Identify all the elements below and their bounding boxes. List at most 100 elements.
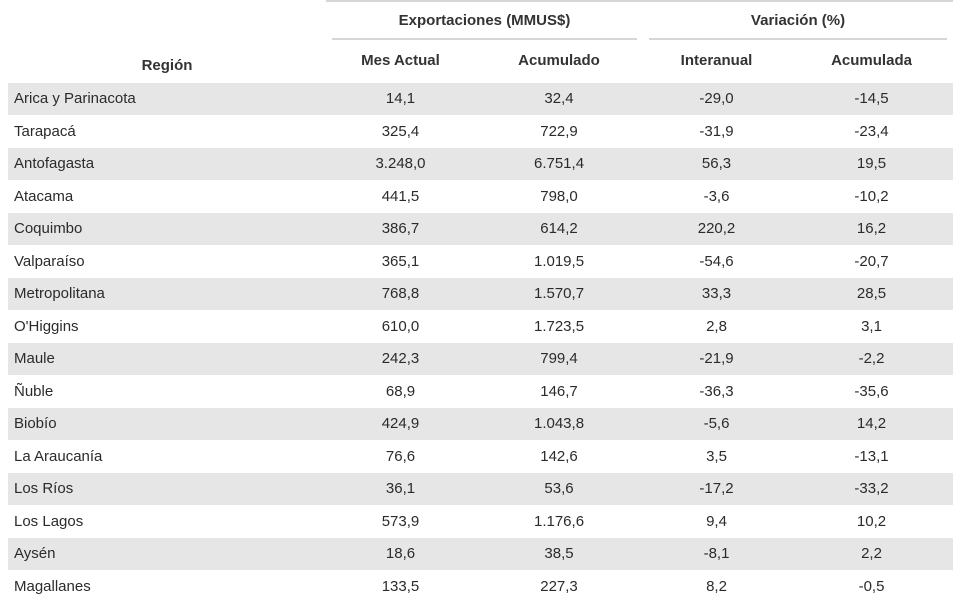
header-group-exports: Exportaciones (MMUS$)	[326, 0, 644, 40]
cell-acumulado: 722,9	[475, 115, 644, 148]
cell-acumulado: 798,0	[475, 180, 644, 213]
table-row: O'Higgins 610,0 1.723,5 2,8 3,1	[8, 310, 954, 343]
cell-region: Magallanes	[8, 570, 326, 603]
cell-mes-actual: 386,7	[326, 212, 475, 246]
cell-acumulado: 1.176,6	[475, 505, 644, 538]
table-row: Coquimbo 386,7 614,2 220,2 16,2	[8, 212, 954, 246]
cell-mes-actual: 36,1	[326, 472, 475, 506]
table-row: Metropolitana 768,8 1.570,7 33,3 28,5	[8, 277, 954, 311]
column-header-mes-actual: Mes Actual	[361, 52, 440, 69]
cell-acumulado: 6.751,4	[475, 147, 644, 181]
cell-mes-actual: 133,5	[326, 570, 475, 603]
cell-acumulado: 614,2	[475, 212, 644, 246]
cell-mes-actual: 768,8	[326, 277, 475, 311]
cell-interanual: 220,2	[643, 212, 791, 246]
cell-acumulado: 32,4	[475, 83, 644, 116]
cell-region: Aysén	[8, 537, 326, 571]
cell-acumulada: -33,2	[790, 472, 954, 506]
table-row: Maule 242,3 799,4 -21,9 -2,2	[8, 342, 954, 376]
cell-acumulada: -35,6	[790, 375, 954, 408]
cell-interanual: 2,8	[643, 310, 791, 343]
cell-region: Valparaíso	[8, 245, 326, 278]
cell-acumulado: 38,5	[475, 537, 644, 571]
cell-acumulada: 14,2	[790, 407, 954, 441]
table-body: Arica y Parinacota 14,1 32,4 -29,0 -14,5 Tara…	[8, 83, 954, 603]
cell-acumulada: 2,2	[790, 537, 954, 571]
cell-acumulado: 146,7	[475, 375, 644, 408]
cell-interanual: -8,1	[643, 537, 791, 571]
column-header-region: Región	[141, 57, 193, 74]
cell-acumulado: 1.723,5	[475, 310, 644, 343]
cell-acumulada: -13,1	[790, 440, 954, 473]
cell-acumulada: -23,4	[790, 115, 954, 148]
table-row: Atacama 441,5 798,0 -3,6 -10,2	[8, 180, 954, 213]
column-header-interanual: Interanual	[680, 52, 753, 69]
header-group-variation-label: Variación (%)	[649, 3, 948, 40]
table-row: Aysén 18,6 38,5 -8,1 2,2	[8, 537, 954, 571]
cell-interanual: 3,5	[643, 440, 791, 473]
column-header-acumulada: Acumulada	[831, 52, 912, 69]
header-group-row: Exportaciones (MMUS$) Variación (%)	[8, 0, 954, 40]
cell-acumulado: 799,4	[475, 342, 644, 376]
cell-mes-actual: 242,3	[326, 342, 475, 376]
cell-interanual: 8,2	[643, 570, 791, 603]
cell-acumulada: 3,1	[790, 310, 954, 343]
cell-mes-actual: 424,9	[326, 407, 475, 441]
header-group-variation: Variación (%)	[643, 0, 954, 40]
cell-acumulada: 16,2	[790, 212, 954, 246]
cell-region: Atacama	[8, 180, 326, 213]
header-column-row: Región Mes Actual Acumulado Interanual A…	[8, 40, 953, 83]
cell-region: Los Ríos	[8, 472, 326, 506]
cell-acumulada: 19,5	[790, 147, 954, 181]
cell-region: Arica y Parinacota	[8, 83, 326, 116]
cell-acumulado: 1.570,7	[475, 277, 644, 311]
table-row: Los Ríos 36,1 53,6 -17,2 -33,2	[8, 472, 954, 506]
table-row: Magallanes 133,5 227,3 8,2 -0,5	[8, 570, 954, 603]
header-spacer	[8, 1, 326, 40]
cell-mes-actual: 14,1	[326, 83, 475, 116]
table-row: La Araucanía 76,6 142,6 3,5 -13,1	[8, 440, 954, 473]
header-group-exports-label: Exportaciones (MMUS$)	[332, 3, 638, 40]
cell-acumulada: 10,2	[790, 505, 954, 538]
table-row: Tarapacá 325,4 722,9 -31,9 -23,4	[8, 115, 954, 148]
cell-acumulado: 1.043,8	[475, 407, 644, 441]
cell-region: Biobío	[8, 407, 326, 441]
cell-acumulado: 142,6	[475, 440, 644, 473]
cell-acumulada: -20,7	[790, 245, 954, 278]
cell-acumulado: 227,3	[475, 570, 644, 603]
cell-interanual: -17,2	[643, 472, 791, 506]
cell-interanual: -36,3	[643, 375, 791, 408]
cell-interanual: -3,6	[643, 180, 791, 213]
column-header-acumulado: Acumulado	[518, 52, 600, 69]
cell-mes-actual: 325,4	[326, 115, 475, 148]
cell-acumulada: -10,2	[790, 180, 954, 213]
cell-region: Coquimbo	[8, 212, 326, 246]
cell-region: La Araucanía	[8, 440, 326, 473]
cell-acumulada: -0,5	[790, 570, 954, 603]
cell-mes-actual: 18,6	[326, 537, 475, 571]
cell-interanual: 33,3	[643, 277, 791, 311]
cell-mes-actual: 3.248,0	[326, 147, 475, 181]
cell-mes-actual: 365,1	[326, 245, 475, 278]
table-row: Los Lagos 573,9 1.176,6 9,4 10,2	[8, 505, 954, 538]
cell-acumulada: 28,5	[790, 277, 954, 311]
cell-region: Los Lagos	[8, 505, 326, 538]
cell-region: Antofagasta	[8, 147, 326, 181]
table-row: Biobío 424,9 1.043,8 -5,6 14,2	[8, 407, 954, 441]
table-row: Arica y Parinacota 14,1 32,4 -29,0 -14,5	[8, 83, 954, 116]
cell-interanual: -29,0	[643, 83, 791, 116]
cell-interanual: -21,9	[643, 342, 791, 376]
cell-region: Tarapacá	[8, 115, 326, 148]
cell-region: Maule	[8, 342, 326, 376]
table-row: Antofagasta 3.248,0 6.751,4 56,3 19,5	[8, 147, 954, 181]
cell-mes-actual: 68,9	[326, 375, 475, 408]
cell-acumulada: -14,5	[790, 83, 954, 116]
cell-region: Metropolitana	[8, 277, 326, 311]
cell-mes-actual: 573,9	[326, 505, 475, 538]
table-header: Exportaciones (MMUS$) Variación (%) Regi…	[8, 0, 954, 83]
cell-mes-actual: 441,5	[326, 180, 475, 213]
cell-region: Ñuble	[8, 375, 326, 408]
cell-interanual: -5,6	[643, 407, 791, 441]
cell-interanual: -31,9	[643, 115, 791, 148]
